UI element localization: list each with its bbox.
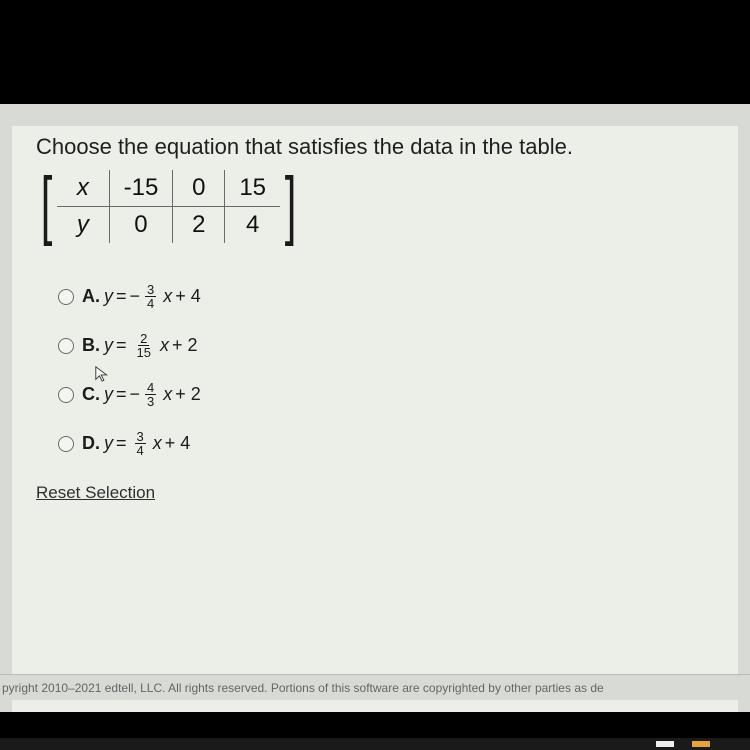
question-panel: Choose the equation that satisfies the d…	[12, 126, 738, 712]
xy-table: x -15 0 15 y 0 2 4	[57, 170, 280, 243]
row-label-x: x	[57, 170, 109, 207]
option-d[interactable]: D. y = 3 4 x + 4	[58, 430, 714, 457]
answer-options: A. y = − 3 4 x + 4 B.	[58, 283, 714, 457]
radio-d[interactable]	[58, 436, 74, 452]
cell-y-1: 2	[173, 207, 225, 244]
row-label-y: y	[57, 207, 109, 244]
option-equation: y = 2 15 x + 2	[104, 332, 198, 359]
radio-c[interactable]	[58, 387, 74, 403]
radio-a[interactable]	[58, 289, 74, 305]
option-letter: A.	[82, 286, 100, 307]
cell-x-0: -15	[109, 170, 173, 207]
screen: Choose the equation that satisfies the d…	[0, 0, 750, 750]
option-letter: B.	[82, 335, 100, 356]
radio-b[interactable]	[58, 338, 74, 354]
data-table: [ x -15 0 15 y 0 2 4 ]	[36, 170, 714, 243]
fraction: 3 4	[135, 430, 146, 457]
option-equation: y = − 3 4 x + 4	[104, 283, 201, 310]
option-letter: D.	[82, 433, 100, 454]
taskbar-icon[interactable]	[692, 741, 710, 747]
fraction: 2 15	[135, 332, 153, 359]
cell-y-2: 4	[225, 207, 280, 244]
option-equation: y = − 4 3 x + 2	[104, 381, 201, 408]
fraction: 3 4	[145, 283, 156, 310]
cell-x-2: 15	[225, 170, 280, 207]
left-bracket: [	[41, 167, 53, 243]
option-c[interactable]: C. y = − 4 3 x + 2	[58, 381, 714, 408]
cursor-icon	[94, 365, 112, 383]
cell-y-0: 0	[109, 207, 173, 244]
taskbar	[0, 738, 750, 750]
option-equation: y = 3 4 x + 4	[104, 430, 190, 457]
cell-x-1: 0	[173, 170, 225, 207]
option-b[interactable]: B. y = 2 15 x + 2	[58, 332, 714, 359]
right-bracket: ]	[285, 167, 297, 243]
fraction: 4 3	[145, 381, 156, 408]
copyright-footer: pyright 2010–2021 edtell, LLC. All right…	[0, 674, 750, 700]
question-text: Choose the equation that satisfies the d…	[36, 134, 714, 160]
option-letter: C.	[82, 384, 100, 405]
reset-selection-link[interactable]: Reset Selection	[36, 483, 155, 503]
window-topbar	[0, 0, 750, 54]
option-a[interactable]: A. y = − 3 4 x + 4	[58, 283, 714, 310]
taskbar-icon[interactable]	[656, 741, 674, 747]
content-area: Choose the equation that satisfies the d…	[0, 104, 750, 712]
